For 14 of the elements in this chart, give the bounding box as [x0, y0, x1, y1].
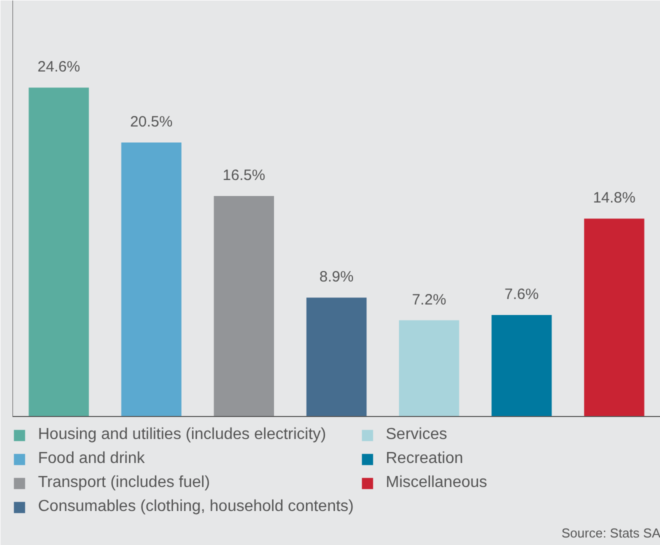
legend-label: Consumables (clothing, household contents): [38, 498, 354, 516]
data-label: 7.6%: [504, 286, 539, 303]
legend-label: Transport (includes fuel): [38, 474, 210, 492]
data-label: 16.5%: [222, 166, 266, 184]
data-label: 14.8%: [592, 190, 636, 207]
data-label: 7.2%: [412, 291, 446, 308]
legend-label: Housing and utilities (includes electricity): [38, 426, 326, 444]
data-label: 24.6%: [38, 58, 80, 76]
legend-label: Miscellaneous: [386, 474, 488, 492]
data-label: 8.9%: [319, 268, 354, 286]
legend-label: Food and drink: [38, 450, 145, 468]
legend-label: Recreation: [386, 450, 464, 468]
data-label: 20.5%: [130, 113, 173, 130]
legend-label: Services: [386, 426, 448, 444]
